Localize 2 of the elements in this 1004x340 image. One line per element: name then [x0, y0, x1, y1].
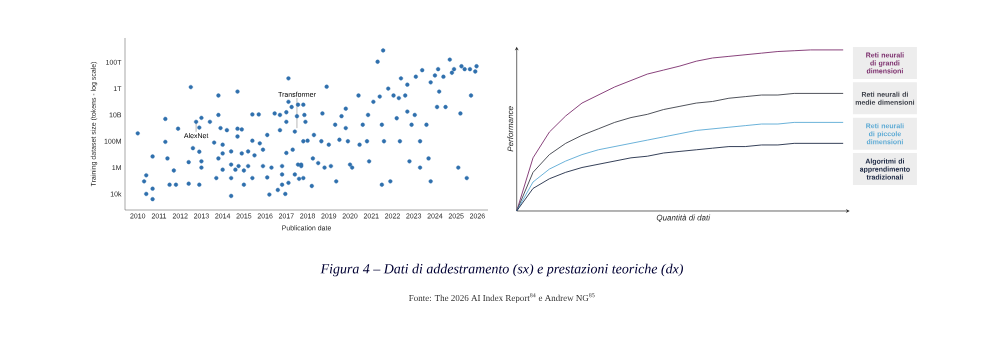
source-note: Fonte: The 2026 AI Index Report$^{84}$ e Andrew NG$^{85}$ — [409, 293, 595, 303]
text: Figura 4 – Dati di addestramento (sx) e prestazioni teoriche (dx) — [320, 263, 684, 277]
